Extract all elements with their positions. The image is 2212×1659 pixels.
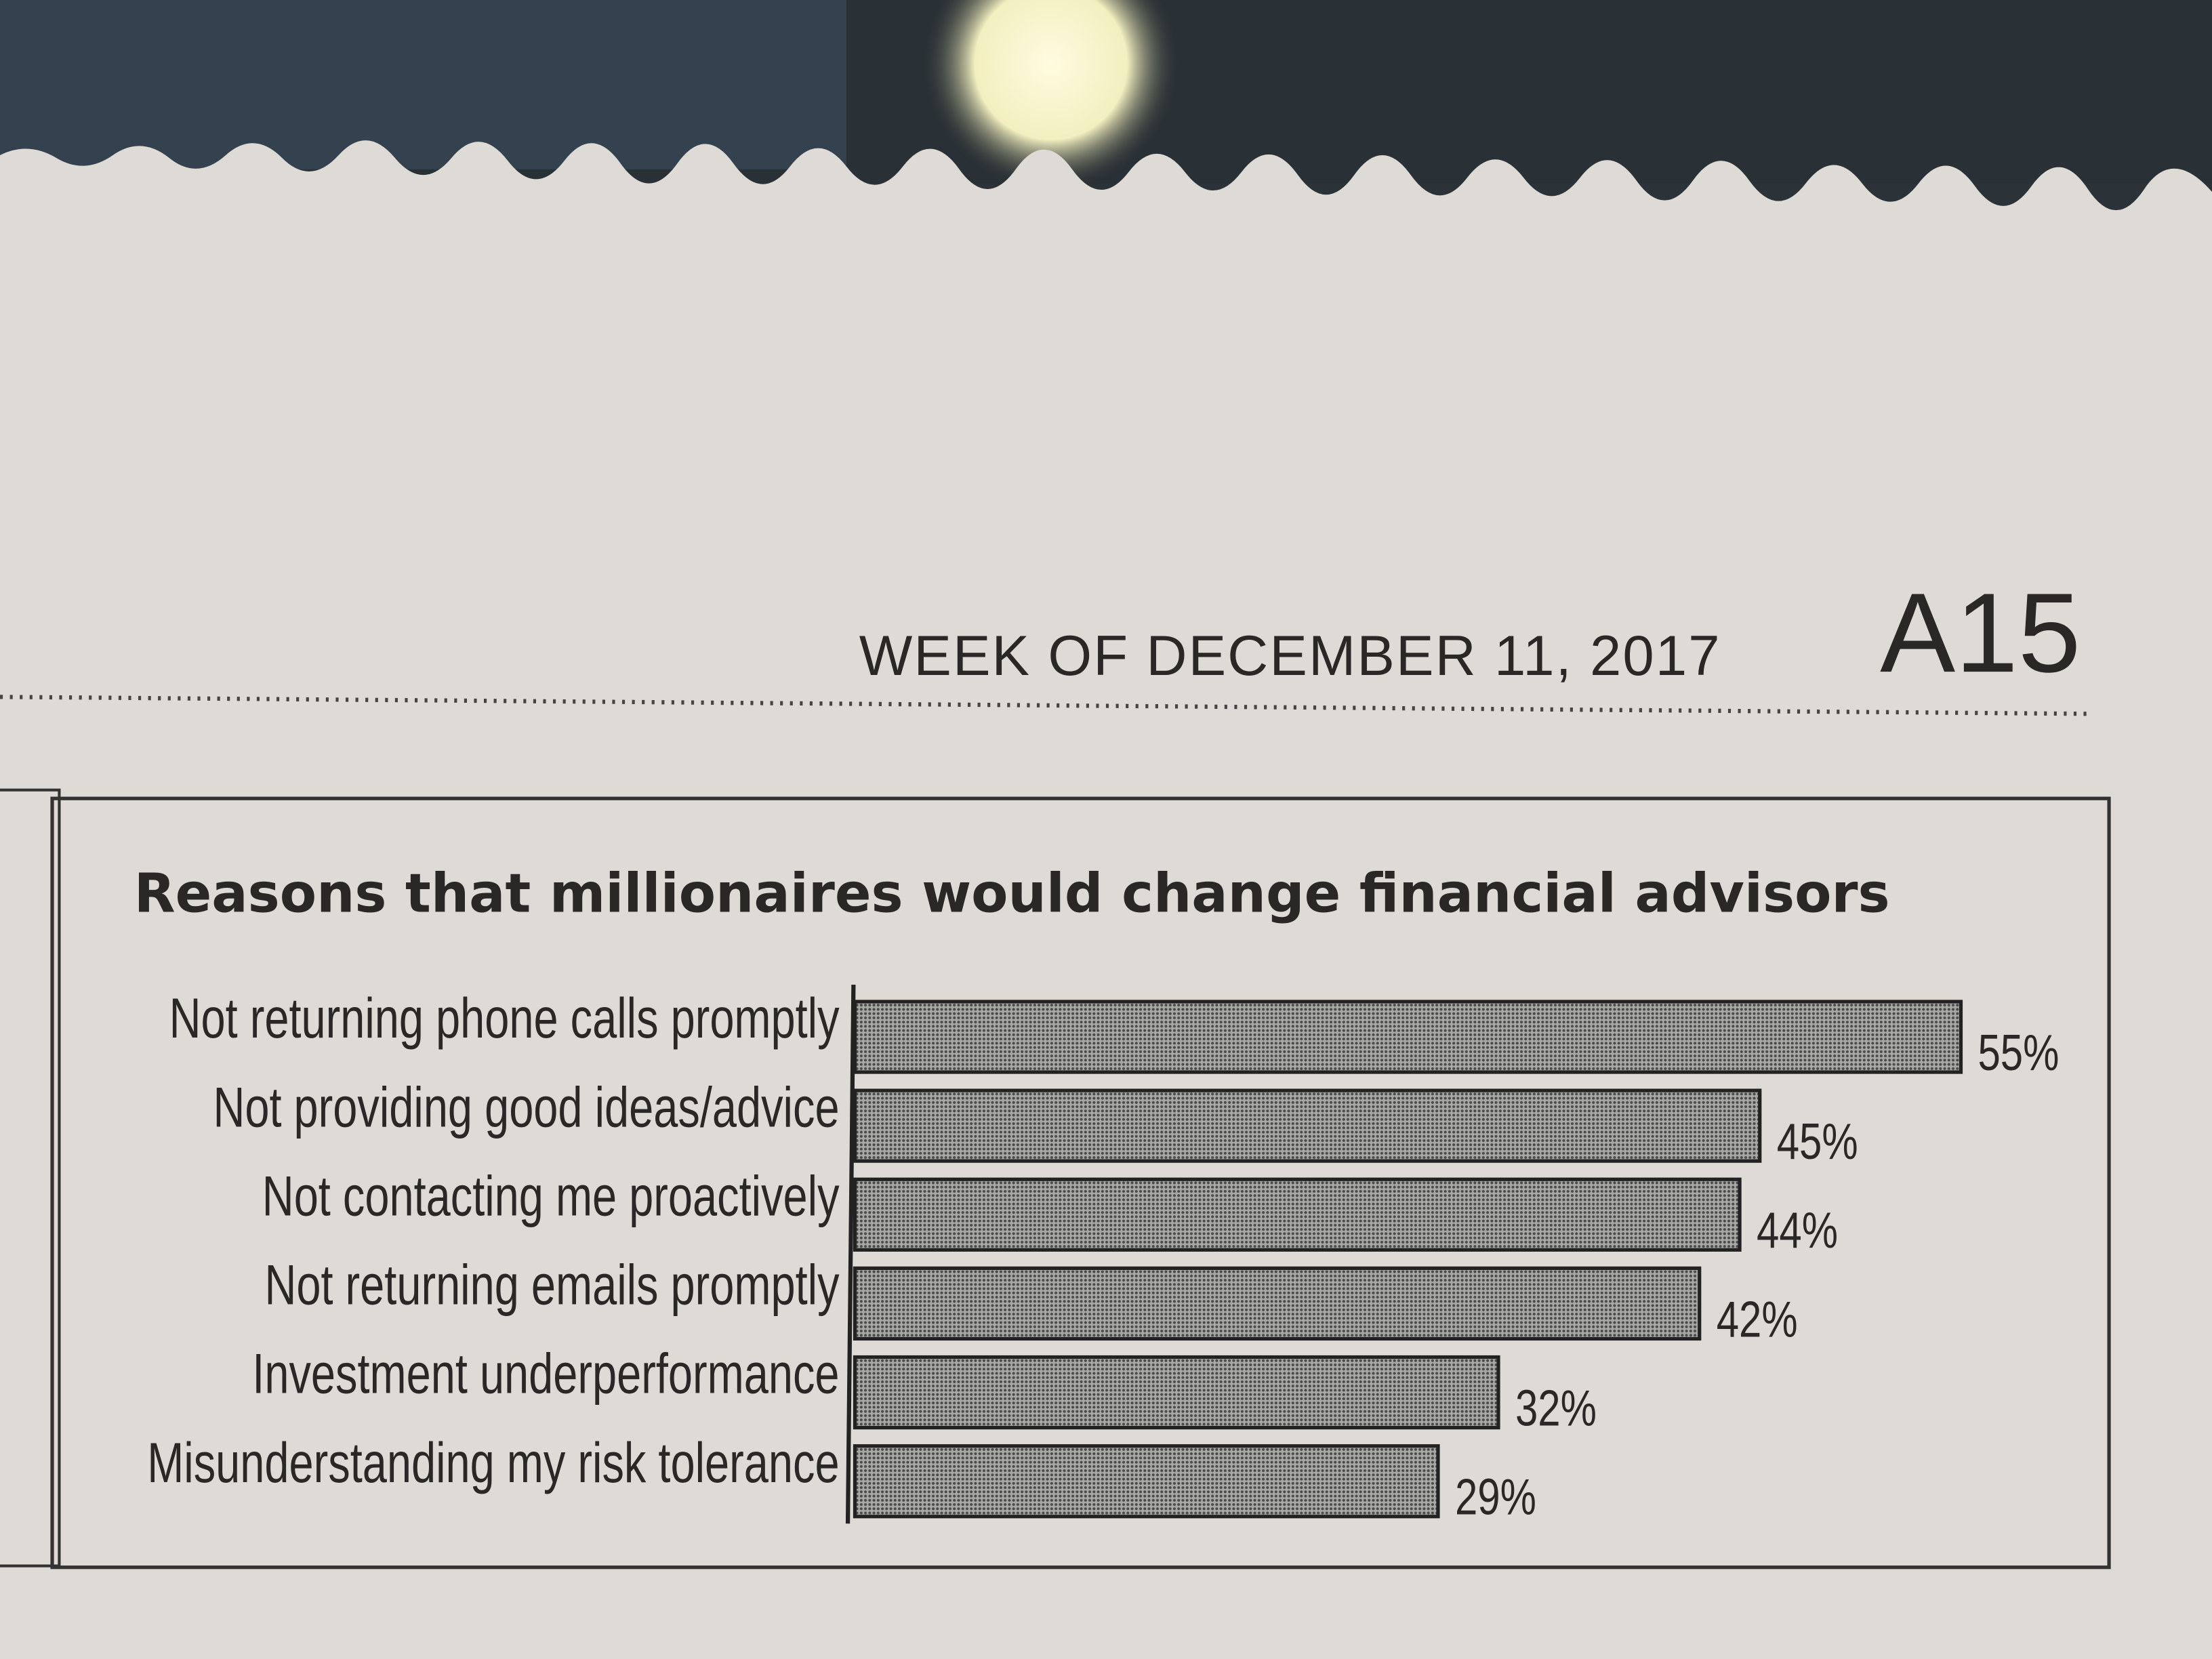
value-label: 42% [1717, 1292, 1798, 1348]
category-axis [845, 984, 856, 1524]
chart-frame [50, 796, 2111, 1570]
adjacent-box [0, 788, 61, 1568]
category-label: Not providing good ideas/advice [213, 1075, 839, 1139]
value-label: 55% [1978, 1025, 2059, 1082]
category-label: Not returning phone calls promptly [169, 986, 840, 1050]
page-number: A15 [1880, 570, 2081, 696]
category-label: Not returning emails promptly [264, 1253, 840, 1317]
category-label: Not contacting me proactively [262, 1164, 840, 1228]
category-label: Investment underperformance [252, 1342, 839, 1406]
bar [853, 1088, 1762, 1163]
bar [853, 1266, 1702, 1341]
dotted-rule [0, 695, 2088, 716]
value-label: 45% [1777, 1114, 1858, 1170]
value-label: 32% [1515, 1380, 1597, 1437]
light-glare [924, 0, 1179, 190]
bar [853, 1177, 1742, 1252]
chart-title: Reasons that millionaires would change f… [134, 862, 1890, 924]
bar [853, 1444, 1440, 1519]
value-label: 44% [1757, 1203, 1838, 1259]
bar [853, 1000, 1963, 1074]
value-label: 29% [1455, 1469, 1536, 1525]
background-cloth [0, 0, 846, 169]
category-label: Misunderstanding my risk tolerance [147, 1431, 839, 1494]
date-line: WEEK OF DECEMBER 11, 2017 [859, 624, 1721, 687]
bar [853, 1355, 1500, 1430]
